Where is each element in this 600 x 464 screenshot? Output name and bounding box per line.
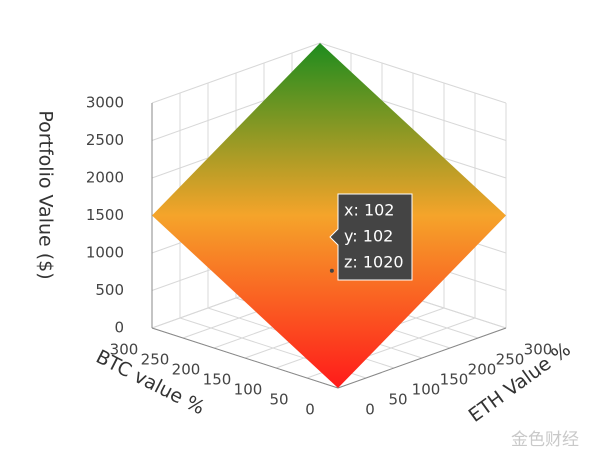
y-tick-label: 0 [365, 401, 375, 419]
y-tick-label: 50 [388, 391, 407, 409]
grid-line [319, 42, 507, 104]
tooltip-box [329, 193, 413, 281]
x-tick-label: 150 [203, 371, 232, 389]
z-tick-label: 3000 [86, 94, 124, 112]
watermark: 金色财经 [511, 430, 579, 450]
axis-line [337, 327, 507, 389]
z-tick-label: 1500 [86, 206, 124, 224]
x-tick-label: 100 [234, 381, 263, 399]
z-axis-title: Portfolio Value ($) [35, 110, 57, 279]
x-tick-label: 0 [305, 401, 315, 419]
tooltip-text: z: 1020 [344, 253, 404, 272]
x-tick-label: 300 [110, 341, 139, 359]
grid-line [151, 42, 321, 104]
z-tick-label: 2000 [86, 169, 124, 187]
x-tick-label: 50 [269, 391, 288, 409]
x-tick-label: 250 [141, 351, 170, 369]
y-tick-label: 250 [496, 351, 525, 369]
y-tick-label: 200 [468, 361, 497, 379]
tooltip-text: x: 102 [344, 201, 394, 220]
hover-point [329, 268, 334, 273]
axis-line [151, 327, 339, 389]
x-tick-label: 200 [172, 361, 201, 379]
z-tick-label: 1000 [86, 244, 124, 262]
z-tick-label: 0 [114, 319, 124, 337]
y-tick-label: 300 [524, 341, 553, 359]
y-tick-label: 150 [440, 371, 469, 389]
tooltip-text: y: 102 [344, 227, 393, 246]
y-tick-label: 100 [412, 381, 441, 399]
z-tick-label: 500 [95, 281, 124, 299]
surface [152, 43, 506, 388]
z-tick-label: 2500 [86, 131, 124, 149]
